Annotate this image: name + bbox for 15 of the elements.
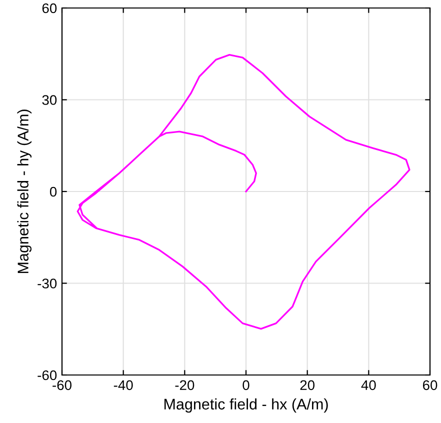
y-axis-title: Magnetic field - hy (A/m) <box>17 110 32 274</box>
y-tick-label: 0 <box>50 186 57 197</box>
y-tick-label: 30 <box>42 95 57 105</box>
x-tick-label: 40 <box>361 380 376 390</box>
line-series <box>76 54 410 330</box>
x-tick-label: 60 <box>422 380 438 390</box>
x-axis-title: Magnetic field - hx (A/m) <box>164 398 328 413</box>
x-tick-label: 20 <box>300 380 315 390</box>
y-tick-label: -30 <box>38 278 57 288</box>
y-tick-label: -60 <box>38 370 57 380</box>
x-tick-label: -20 <box>175 380 194 390</box>
x-tick-label: -40 <box>114 380 133 390</box>
x-tick-label: 0 <box>242 380 250 390</box>
y-tick-label: 60 <box>42 3 57 14</box>
x-tick-label: -60 <box>52 380 72 390</box>
